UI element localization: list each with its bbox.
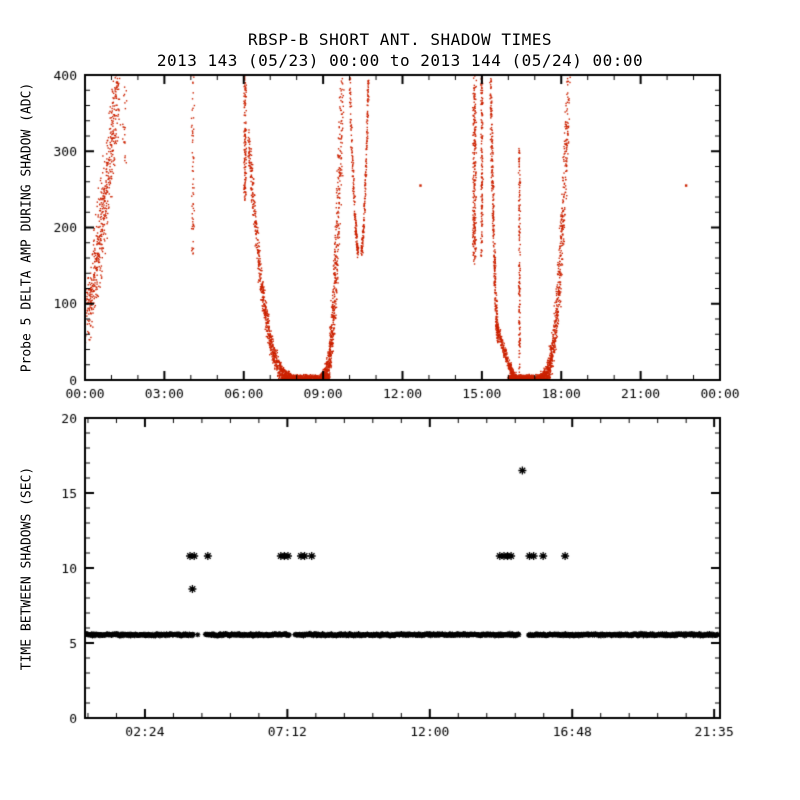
top-y-axis-label: Probe 5 DELTA AMP DURING SHADOW (ADC): [19, 82, 35, 373]
bottom-y-axis-label: TIME BETWEEN SHADOWS (SEC): [19, 466, 35, 671]
chart-subtitle: 2013 143 (05/23) 00:00 to 2013 144 (05/2…: [156, 51, 644, 70]
chart-title: RBSP-B SHORT ANT. SHADOW TIMES: [248, 30, 552, 49]
